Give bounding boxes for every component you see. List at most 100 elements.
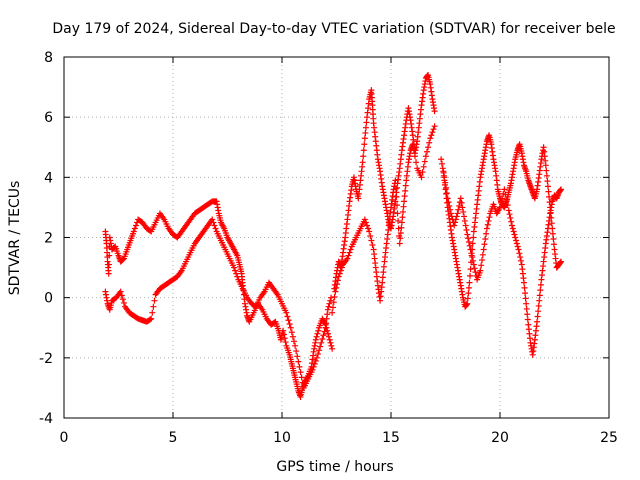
data-point — [543, 172, 550, 179]
data-point — [284, 313, 291, 320]
y-axis-label: SDTVAR / TECUs — [7, 181, 23, 296]
data-point — [288, 329, 295, 336]
data-point — [483, 225, 490, 232]
data-point — [511, 231, 518, 238]
data-point — [398, 219, 405, 226]
data-point — [418, 174, 425, 181]
data-point — [118, 292, 125, 299]
data-point — [329, 309, 336, 316]
data-point — [438, 160, 445, 167]
y-tick-label: 0 — [44, 291, 53, 307]
data-point — [365, 225, 372, 232]
data-point — [313, 333, 320, 340]
data-point — [458, 199, 465, 206]
data-point — [430, 126, 437, 133]
data-point — [524, 311, 531, 318]
data-point — [467, 246, 474, 253]
data-point — [312, 336, 319, 343]
data-point — [467, 266, 474, 273]
y-tick-label: 8 — [44, 50, 53, 66]
data-point — [426, 139, 433, 146]
data-point — [410, 147, 417, 154]
data-point — [344, 255, 351, 262]
data-point — [498, 199, 505, 206]
data-point — [280, 331, 287, 338]
data-point — [293, 348, 300, 355]
data-point — [314, 330, 321, 337]
data-point — [461, 213, 468, 220]
data-point — [535, 308, 542, 315]
data-point — [558, 186, 565, 193]
data-point — [233, 270, 240, 277]
data-point — [411, 153, 418, 160]
data-point — [392, 185, 399, 192]
data-point — [398, 224, 405, 231]
data-point — [282, 339, 289, 346]
data-point — [324, 306, 331, 313]
data-point — [379, 279, 386, 286]
data-point — [362, 129, 369, 136]
data-point — [331, 293, 338, 300]
data-point — [536, 292, 543, 299]
data-point — [393, 202, 400, 209]
y-tick-label: -4 — [39, 411, 53, 427]
axis-ticks: 0 5 10 15 20 25 -4 -2 0 2 4 6 8 — [39, 50, 618, 446]
data-point — [457, 195, 464, 202]
data-point — [120, 256, 127, 263]
data-point — [543, 167, 550, 174]
data-point — [478, 262, 485, 269]
data-point — [515, 246, 522, 253]
data-point — [338, 264, 345, 271]
data-point — [549, 230, 556, 237]
data-point — [469, 254, 476, 261]
data-point — [130, 228, 137, 235]
data-point — [401, 198, 408, 205]
data-point — [321, 328, 328, 335]
data-point — [280, 327, 287, 334]
data-point — [361, 216, 368, 223]
data-point — [369, 242, 376, 249]
data-point — [431, 123, 438, 130]
data-point — [362, 124, 369, 131]
data-point — [148, 315, 155, 322]
data-point — [380, 269, 387, 276]
data-point — [420, 163, 427, 170]
data-point — [542, 162, 549, 169]
data-point — [440, 169, 447, 176]
data-point — [368, 237, 375, 244]
data-point — [499, 195, 506, 202]
data-point — [317, 343, 324, 350]
data-point — [330, 299, 337, 306]
data-point — [346, 249, 353, 256]
data-point — [131, 225, 138, 232]
data-point — [367, 232, 374, 239]
data-point — [427, 135, 434, 142]
data-point — [445, 199, 452, 206]
data-point — [311, 360, 318, 367]
data-point — [508, 222, 515, 229]
data-point — [431, 108, 438, 115]
data-point — [333, 284, 340, 291]
data-point — [512, 234, 519, 241]
data-point — [466, 279, 473, 286]
data-point — [315, 327, 322, 334]
data-point — [465, 235, 472, 242]
data-point — [209, 216, 216, 223]
data-point — [347, 246, 354, 253]
data-point — [296, 363, 303, 370]
data-point — [314, 351, 321, 358]
data-point — [524, 316, 531, 323]
data-point — [105, 270, 112, 277]
data-point — [211, 222, 218, 229]
data-point — [428, 132, 435, 139]
data-point — [522, 295, 529, 302]
data-point — [399, 208, 406, 215]
data-point — [234, 273, 241, 280]
data-point — [328, 342, 335, 349]
data-point — [507, 214, 514, 221]
data-point — [336, 270, 343, 277]
data-point — [149, 309, 156, 316]
chart-title: Day 179 of 2024, Sidereal Day-to-day VTE… — [52, 21, 615, 37]
data-point — [453, 213, 460, 220]
data-point — [119, 296, 126, 303]
